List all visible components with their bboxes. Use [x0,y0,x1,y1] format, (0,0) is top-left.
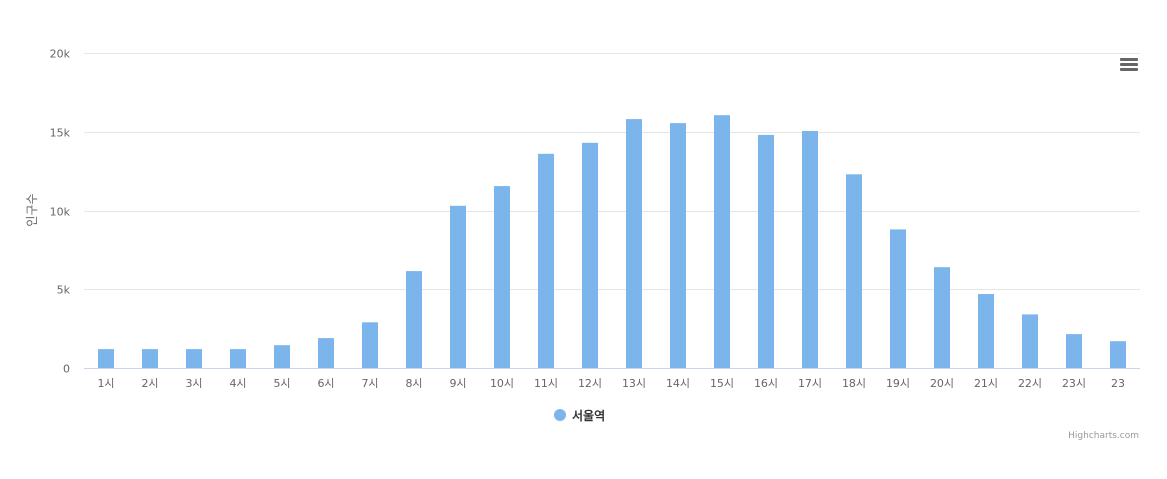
x-tick-label: 18시 [842,377,866,390]
y-tick-label: 0 [63,363,70,376]
y-tick-label: 15k [50,127,71,140]
bar[interactable] [186,349,202,368]
x-axis: 1시 2시 3시 4시 5시 6시 7시 8시 9시 10시 11시 12시 13시 14시 15시 16시 1… [84,368,1140,390]
x-tick-label: 20시 [930,377,954,390]
bars [98,115,1126,368]
x-tick-label: 14시 [666,377,690,390]
bar[interactable] [582,142,598,368]
bar[interactable] [1022,314,1038,368]
legend-item-seoul-station[interactable]: 서울역 [554,408,605,423]
y-tick-label: 20k [50,48,71,61]
bar[interactable] [230,349,246,368]
bar[interactable] [846,174,862,368]
bar[interactable] [318,338,334,368]
bar[interactable] [670,123,686,368]
bar[interactable] [626,119,642,368]
chart-context-menu-button[interactable] [1114,53,1144,75]
x-tick-label: 6시 [317,377,334,390]
bar[interactable] [362,322,378,368]
x-tick-label: 1시 [97,377,114,390]
legend-marker [554,409,566,421]
x-tick-label: 12시 [578,377,602,390]
bar[interactable] [1066,334,1082,368]
x-tick-label: 19시 [886,377,910,390]
bar[interactable] [1110,341,1126,368]
y-axis-title: 인구수 [25,193,39,226]
hamburger-menu-icon [1120,58,1138,71]
x-tick-label: 23 [1111,377,1125,390]
x-tick-label: 4시 [229,377,246,390]
bar[interactable] [802,131,818,368]
x-tick-label: 8시 [405,377,422,390]
x-tick-label: 3시 [185,377,202,390]
bar[interactable] [406,271,422,368]
x-tick-label: 16시 [754,377,778,390]
x-tick-label: 9시 [449,377,466,390]
x-tick-label: 5시 [273,377,290,390]
x-tick-label: 15시 [710,377,734,390]
x-tick-label: 2시 [141,377,158,390]
credits-link[interactable]: Highcharts.com [1068,431,1139,441]
bar[interactable] [978,294,994,368]
bar[interactable] [538,153,554,368]
bar[interactable] [934,267,950,368]
bar[interactable] [758,134,774,368]
x-tick-label: 22시 [1018,377,1042,390]
bar[interactable] [274,345,290,368]
x-tick-label: 17시 [798,377,822,390]
y-axis: 0 5k 10k 15k 20k [50,48,71,376]
bar[interactable] [890,229,906,368]
x-tick-label: 13시 [622,377,646,390]
y-tick-label: 10k [50,206,71,219]
grid-lines [84,53,1140,290]
x-tick-label: 21시 [974,377,998,390]
y-tick-label: 5k [57,284,71,297]
x-tick-label: 11시 [534,377,558,390]
x-tick-label: 23시 [1062,377,1086,390]
legend-label: 서울역 [572,408,605,423]
x-tick-label: 7시 [361,377,378,390]
bar[interactable] [494,186,510,368]
bar[interactable] [98,349,114,368]
bar[interactable] [142,349,158,368]
x-tick-label: 10시 [490,377,514,390]
bar[interactable] [714,115,730,368]
bar[interactable] [450,205,466,368]
